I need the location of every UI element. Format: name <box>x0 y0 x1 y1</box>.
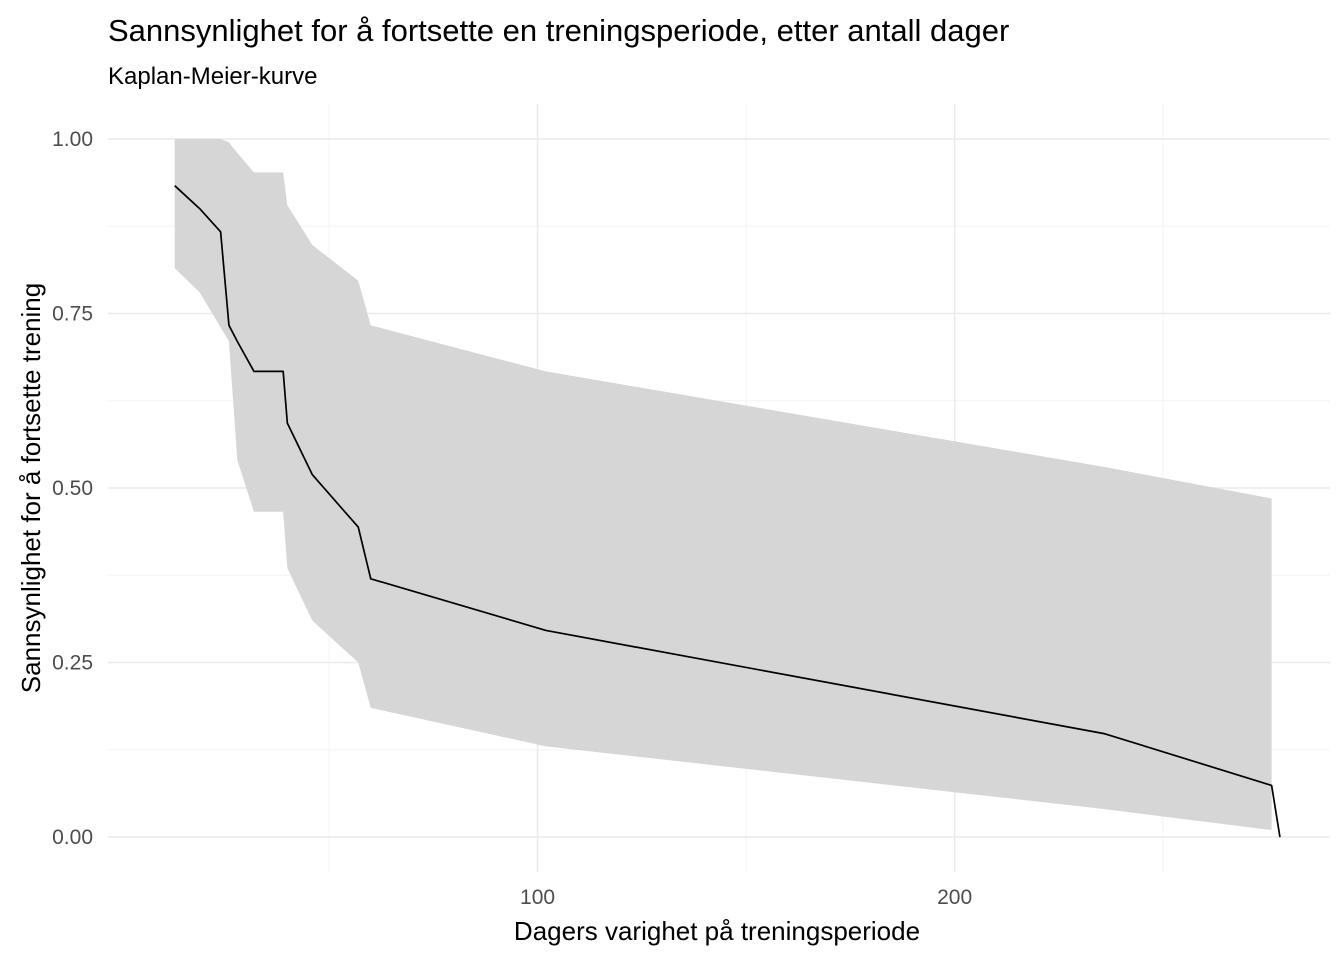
survival-line-layer <box>174 185 1281 838</box>
x-axis-title: Dagers varighet på treningsperiode <box>514 916 920 946</box>
chart-title: Sannsynlighet for å fortsette en trening… <box>108 13 1009 48</box>
y-tick-label: 0.50 <box>52 477 93 500</box>
survival-curve <box>174 185 1281 838</box>
y-axis-title: Sannsynlighet for å fortsette trening <box>16 283 46 693</box>
chart-subtitle: Kaplan-Meier-kurve <box>108 63 317 90</box>
x-axis: 100 200 <box>520 886 972 909</box>
y-tick-label: 1.00 <box>52 128 93 151</box>
y-tick-label: 0.75 <box>52 302 93 325</box>
y-axis: 0.00 0.25 0.50 0.75 1.00 <box>52 128 93 849</box>
confidence-band-layer <box>174 138 1272 831</box>
x-tick-label: 200 <box>937 886 972 909</box>
y-tick-label: 0.00 <box>52 826 93 849</box>
x-tick-label: 100 <box>520 886 555 909</box>
confidence-band <box>174 138 1272 831</box>
y-tick-label: 0.25 <box>52 652 93 675</box>
